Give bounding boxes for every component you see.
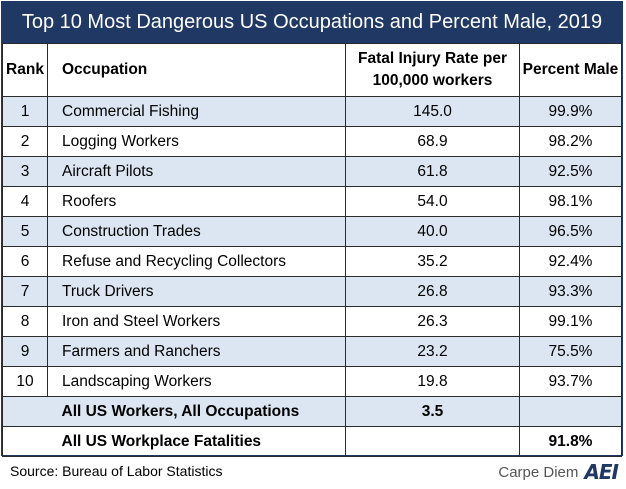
- rank-cell: 1: [2, 96, 48, 127]
- occupation-cell: Aircraft Pilots: [47, 156, 346, 187]
- summary-label-cell: All US Workplace Fatalities: [47, 426, 346, 457]
- rank-cell: 9: [2, 336, 48, 367]
- occupation-cell: Construction Trades: [47, 216, 346, 247]
- occupation-cell: Landscaping Workers: [47, 366, 346, 397]
- table-row: 7 Truck Drivers 26.8 93.3%: [2, 276, 622, 307]
- occupation-cell: Commercial Fishing: [47, 96, 346, 127]
- summary-row: All US Workers, All Occupations 3.5: [2, 396, 622, 427]
- table-row: 3 Aircraft Pilots 61.8 92.5%: [2, 156, 622, 187]
- table-row: 8 Iron and Steel Workers 26.3 99.1%: [2, 306, 622, 337]
- table-row: 4 Roofers 54.0 98.1%: [2, 186, 622, 217]
- brand-name: Carpe Diem: [498, 463, 579, 481]
- table-body: 1 Commercial Fishing 145.0 99.9% 2 Logging Wo…: [2, 96, 622, 457]
- percent-male-cell: 93.7%: [519, 366, 622, 397]
- percent-male-cell: 99.9%: [519, 96, 622, 127]
- fatal-rate-cell: 54.0: [345, 186, 520, 217]
- occupation-cell: Refuse and Recycling Collectors: [47, 246, 346, 277]
- occupation-cell: Farmers and Ranchers: [47, 336, 346, 367]
- occupation-cell: Logging Workers: [47, 126, 346, 157]
- fatal-rate-cell: 145.0: [345, 96, 520, 127]
- summary-label-cell: All US Workers, All Occupations: [47, 396, 346, 427]
- rank-cell: 5: [2, 216, 48, 247]
- fatal-rate-cell: 68.9: [345, 126, 520, 157]
- header-rank: Rank: [2, 43, 48, 97]
- brand: Carpe Diem AEI: [498, 460, 619, 484]
- rank-cell: 3: [2, 156, 48, 187]
- fatal-rate-cell: 19.8: [345, 366, 520, 397]
- table-row: 9 Farmers and Ranchers 23.2 75.5%: [2, 336, 622, 367]
- rank-cell: 8: [2, 306, 48, 337]
- fatal-rate-cell: 35.2: [345, 246, 520, 277]
- table-frame: Top 10 Most Dangerous US Occupations and…: [1, 1, 623, 457]
- header-occupation: Occupation: [47, 43, 346, 97]
- percent-male-cell: 96.5%: [519, 216, 622, 247]
- occupation-cell: Roofers: [47, 186, 346, 217]
- rank-cell: 2: [2, 126, 48, 157]
- table-row: 2 Logging Workers 68.9 98.2%: [2, 126, 622, 157]
- header-percent-male: Percent Male: [519, 43, 622, 97]
- footer: Source: Bureau of Labor Statistics Carpe…: [0, 458, 626, 489]
- source-note: Source: Bureau of Labor Statistics: [10, 463, 223, 479]
- percent-male-cell: 98.1%: [519, 186, 622, 217]
- table-row: 10 Landscaping Workers 19.8 93.7%: [2, 366, 622, 397]
- percent-male-cell: 98.2%: [519, 126, 622, 157]
- header-row: Rank Occupation Fatal Injury Rate per 10…: [2, 43, 622, 97]
- aei-logo-icon: AEI: [584, 460, 619, 484]
- occupations-table: Rank Occupation Fatal Injury Rate per 10…: [2, 43, 622, 457]
- percent-male-cell: 92.4%: [519, 246, 622, 277]
- fatal-rate-cell: 61.8: [345, 156, 520, 187]
- summary-rate-cell: 3.5: [345, 396, 520, 427]
- rank-cell: 10: [2, 366, 48, 397]
- rank-cell: 4: [2, 186, 48, 217]
- occupation-cell: Iron and Steel Workers: [47, 306, 346, 337]
- table-row: 6 Refuse and Recycling Collectors 35.2 92.4…: [2, 246, 622, 277]
- summary-male-cell: [519, 396, 622, 427]
- header-fatal-rate: Fatal Injury Rate per 100,000 workers: [345, 43, 520, 97]
- fatal-rate-cell: 23.2: [345, 336, 520, 367]
- chart-title: Top 10 Most Dangerous US Occupations and…: [2, 2, 622, 43]
- rank-cell: 7: [2, 276, 48, 307]
- fatal-rate-cell: 26.3: [345, 306, 520, 337]
- summary-rank-cell: [2, 426, 48, 457]
- rank-cell: 6: [2, 246, 48, 277]
- fatal-rate-cell: 26.8: [345, 276, 520, 307]
- summary-male-cell: 91.8%: [519, 426, 622, 457]
- occupation-cell: Truck Drivers: [47, 276, 346, 307]
- summary-rate-cell: [345, 426, 520, 457]
- table-row: 5 Construction Trades 40.0 96.5%: [2, 216, 622, 247]
- table-row: 1 Commercial Fishing 145.0 99.9%: [2, 96, 622, 127]
- percent-male-cell: 75.5%: [519, 336, 622, 367]
- fatal-rate-cell: 40.0: [345, 216, 520, 247]
- summary-row: All US Workplace Fatalities 91.8%: [2, 426, 622, 457]
- percent-male-cell: 93.3%: [519, 276, 622, 307]
- percent-male-cell: 92.5%: [519, 156, 622, 187]
- summary-rank-cell: [2, 396, 48, 427]
- percent-male-cell: 99.1%: [519, 306, 622, 337]
